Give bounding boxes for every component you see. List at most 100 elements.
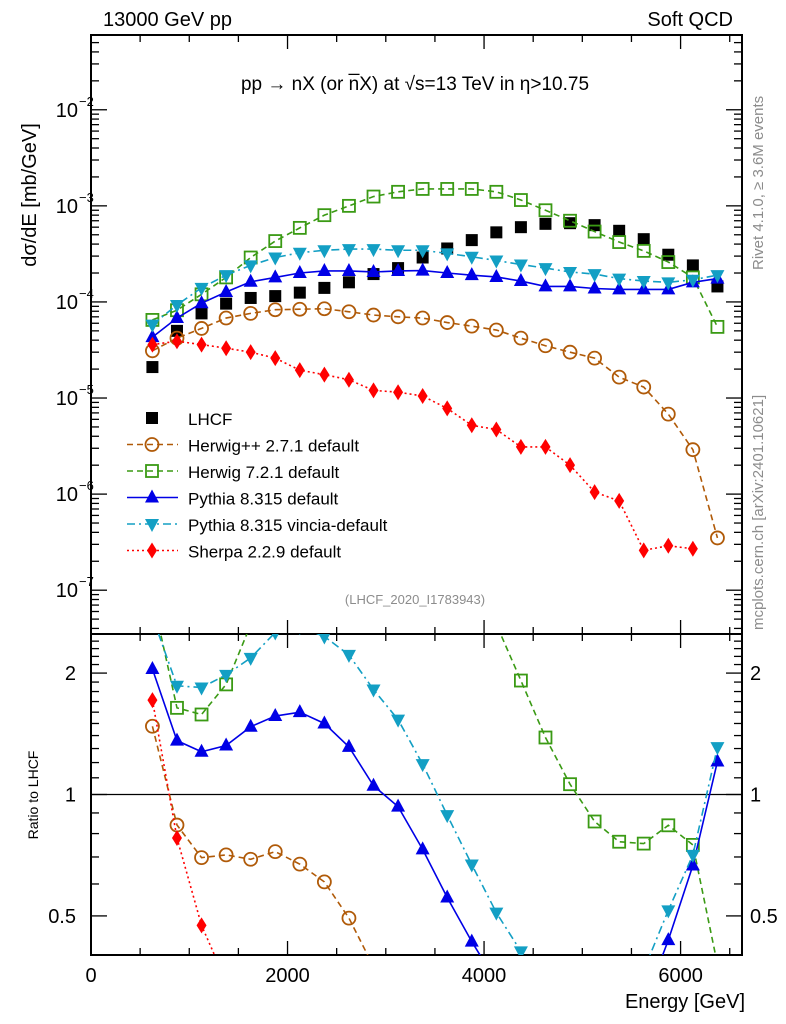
ratio-point xyxy=(243,718,258,732)
ratio-series-pythia-8-315-vincia-default xyxy=(157,634,725,988)
data-point xyxy=(539,217,552,230)
plot-title: pp → nX (or n̅X) at √s=13 TeV in η>10.75 xyxy=(241,74,589,95)
legend-item: LHCF xyxy=(146,410,232,429)
y-tick-exponent: −5 xyxy=(79,382,94,397)
data-point xyxy=(268,234,283,248)
ratio-point xyxy=(341,738,356,752)
ratio-point xyxy=(391,714,406,728)
ratio-point xyxy=(661,932,676,946)
ratio-point xyxy=(243,652,258,666)
ratio-point xyxy=(514,1013,528,1024)
ratio-point xyxy=(243,851,259,867)
ratio-point xyxy=(538,730,553,745)
legend-marker xyxy=(145,519,159,532)
legend-marker xyxy=(146,412,158,424)
data-point xyxy=(636,379,652,395)
ratio-point xyxy=(368,463,380,475)
data-point xyxy=(220,297,233,310)
ratio-point xyxy=(466,574,478,586)
data-point xyxy=(194,321,209,336)
data-point xyxy=(638,542,649,559)
data-point xyxy=(317,245,332,259)
ratio-point xyxy=(464,933,479,947)
data-point xyxy=(316,301,332,317)
ratio-y-tick-label-right: 1 xyxy=(750,785,761,807)
data-point xyxy=(147,336,158,353)
data-point xyxy=(563,266,578,280)
data-point xyxy=(319,366,330,383)
series-line xyxy=(152,307,719,539)
legend-label: Sherpa 2.2.9 default xyxy=(188,543,341,562)
y-tick-label: 10 xyxy=(56,484,78,506)
ratio-point xyxy=(417,501,429,513)
data-point xyxy=(611,369,627,385)
data-point xyxy=(710,530,725,546)
ratio-y-tick-label-right: 0.5 xyxy=(750,906,778,928)
data-point xyxy=(612,235,627,249)
ratio-point xyxy=(711,958,723,970)
ratio-point xyxy=(563,777,577,792)
ratio-point xyxy=(299,634,301,636)
ratio-point xyxy=(316,874,332,890)
data-point xyxy=(269,290,282,303)
data-point xyxy=(563,213,577,228)
ratio-point xyxy=(685,849,700,863)
data-point xyxy=(169,310,184,324)
data-point xyxy=(341,304,357,320)
data-point xyxy=(317,208,332,223)
ratio-y-axis-label: Ratio to LHCF xyxy=(25,751,41,840)
data-point xyxy=(686,259,699,272)
ratio-point xyxy=(636,836,651,851)
ratio-point xyxy=(147,692,158,709)
data-point xyxy=(491,421,502,438)
ratio-point xyxy=(318,634,331,645)
data-point xyxy=(489,268,504,282)
ratio-point xyxy=(415,841,430,855)
data-point xyxy=(662,248,675,261)
series-sherpa-2-2-9-default xyxy=(147,333,698,559)
legend-item: Herwig 7.2.1 default xyxy=(127,463,339,482)
data-point xyxy=(464,267,479,281)
data-point xyxy=(342,276,355,289)
data-point xyxy=(613,224,626,237)
data-point xyxy=(538,203,553,218)
data-point xyxy=(565,457,576,474)
ratio-point xyxy=(538,975,552,988)
data-point xyxy=(415,310,431,326)
ratio-point xyxy=(661,818,676,833)
data-point xyxy=(218,310,234,326)
data-point xyxy=(292,265,307,279)
ratio-point xyxy=(710,742,725,756)
data-point xyxy=(243,305,259,321)
ratio-y-tick-label: 0.5 xyxy=(48,906,76,928)
data-point xyxy=(317,262,332,276)
ratio-point xyxy=(490,618,502,630)
data-point xyxy=(587,280,602,294)
ratio-y-tick-label: 2 xyxy=(65,663,76,685)
data-point xyxy=(243,260,258,274)
data-point xyxy=(417,387,428,404)
legend-marker xyxy=(147,542,157,559)
data-point xyxy=(292,301,308,317)
data-point xyxy=(146,361,159,374)
main-panel: 10−710−610−510−410−310−2 xyxy=(56,34,743,955)
ratio-point xyxy=(292,704,307,718)
y-tick-exponent: −4 xyxy=(79,286,94,301)
ratio-point xyxy=(146,591,158,603)
legend-item: Sherpa 2.2.9 default xyxy=(127,542,341,562)
data-point xyxy=(589,484,600,501)
y-tick-exponent: −6 xyxy=(79,478,94,493)
data-point xyxy=(538,263,553,277)
data-point xyxy=(366,244,381,258)
data-point xyxy=(366,307,381,323)
ratio-point xyxy=(440,889,455,903)
ratio-point xyxy=(685,857,700,871)
ratio-point xyxy=(196,917,207,934)
ratio-point xyxy=(145,660,160,674)
data-point xyxy=(540,438,551,455)
ratio-point xyxy=(464,859,479,873)
data-point xyxy=(440,265,455,279)
data-point xyxy=(219,270,234,284)
data-point xyxy=(515,438,526,455)
